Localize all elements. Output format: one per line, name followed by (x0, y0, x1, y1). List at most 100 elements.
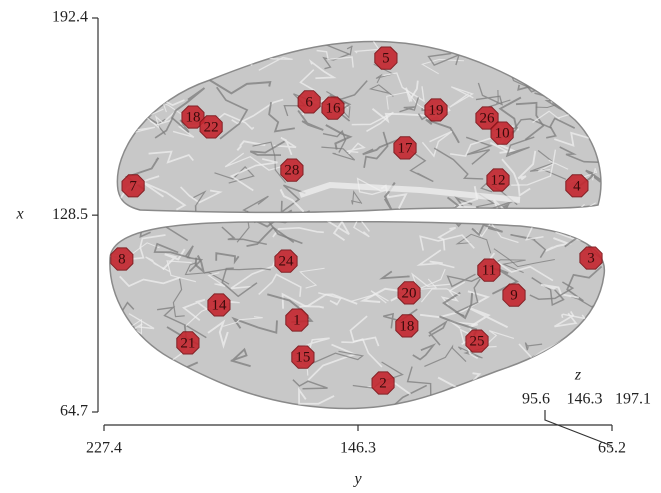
node-label: 18 (399, 318, 414, 334)
mesh-line (416, 249, 455, 269)
node-label: 8 (118, 251, 126, 267)
node (110, 247, 134, 271)
mesh-line (322, 129, 347, 153)
mesh-line (140, 64, 175, 88)
mesh-line (153, 374, 196, 395)
mesh-line (509, 369, 533, 381)
node-label: 3 (587, 250, 595, 266)
mesh-line (371, 107, 426, 124)
mesh-line (172, 277, 185, 318)
mesh-line (515, 101, 545, 141)
mesh-line (299, 267, 325, 289)
node-label: 19 (428, 102, 443, 118)
mesh-line (297, 109, 324, 131)
mesh-line (273, 136, 297, 156)
node-label: 14 (211, 297, 227, 313)
mesh-line (246, 226, 295, 247)
mesh-line (471, 223, 503, 237)
mesh-line (353, 216, 370, 238)
mesh-line (524, 376, 547, 391)
node-label: 28 (284, 163, 299, 179)
mesh-line (433, 147, 484, 180)
mesh-line (268, 102, 295, 133)
mesh-line (119, 275, 181, 288)
mesh-line (153, 242, 191, 259)
mesh-line (524, 342, 543, 351)
mesh-line (523, 61, 563, 71)
node (280, 158, 304, 182)
node-label: 25 (470, 333, 485, 349)
mesh-line (325, 219, 350, 242)
node-label: 10 (495, 126, 510, 142)
y-tick-label: 64.7 (60, 403, 88, 420)
mesh-line (424, 344, 467, 367)
mesh-line (498, 96, 522, 139)
node-label: 21 (180, 335, 195, 351)
mesh-line (311, 25, 368, 41)
mesh-line (160, 47, 182, 86)
mesh-line (554, 310, 578, 328)
mesh-line (505, 136, 535, 158)
mesh-line (192, 41, 218, 48)
mesh-line (546, 117, 576, 139)
mesh-line (485, 42, 513, 65)
z-axis-line (544, 410, 613, 447)
mesh-line (249, 140, 286, 157)
node (490, 121, 514, 145)
mesh-line (517, 150, 537, 181)
y-tick-label: 128.5 (52, 206, 88, 223)
mesh-line (292, 379, 328, 390)
mesh-line (428, 320, 448, 346)
mesh-line (231, 98, 284, 125)
mesh-line (553, 44, 581, 76)
node-label: 17 (397, 140, 413, 156)
mesh-line (325, 43, 353, 56)
x-axis-label: y (352, 471, 362, 488)
node-label: 12 (490, 172, 505, 188)
node (297, 90, 321, 114)
node-label: 26 (480, 110, 496, 126)
mesh-line (455, 233, 492, 254)
mesh-line (207, 272, 226, 288)
node-label: 24 (278, 254, 294, 270)
mesh-line (215, 252, 240, 265)
node (321, 96, 345, 120)
node-label: 20 (402, 285, 417, 301)
mesh-line (442, 291, 474, 320)
node (486, 168, 510, 192)
mesh-line (349, 315, 380, 347)
mesh-line (170, 87, 206, 120)
node (465, 329, 489, 353)
mesh-line (511, 149, 557, 186)
node-label: 11 (482, 263, 496, 279)
mesh-line (418, 6, 455, 40)
mesh-line (137, 42, 182, 69)
mesh-line (556, 46, 568, 67)
mesh-line (569, 210, 598, 237)
node-label: 18 (185, 109, 200, 125)
mesh-line (162, 41, 206, 50)
node (371, 371, 395, 395)
mesh-line (363, 131, 389, 168)
node (393, 136, 417, 160)
mesh-line (318, 292, 342, 306)
mesh-line (559, 146, 601, 164)
mesh-line (221, 226, 267, 246)
node (176, 331, 200, 355)
mesh-line (351, 111, 394, 132)
mesh-line (350, 190, 363, 205)
mesh-line (279, 188, 305, 213)
mesh-line (109, 120, 121, 152)
mesh-line (467, 306, 509, 329)
z-tick-label: 95.6 (522, 391, 550, 408)
mesh-line (368, 84, 394, 97)
mesh-line (207, 319, 229, 350)
mesh-line (399, 97, 420, 113)
mesh-line (120, 41, 140, 45)
mesh-line (129, 350, 159, 367)
mesh-line (207, 78, 272, 95)
y-tick-label: 192.4 (52, 9, 88, 26)
mesh-line (566, 265, 603, 302)
